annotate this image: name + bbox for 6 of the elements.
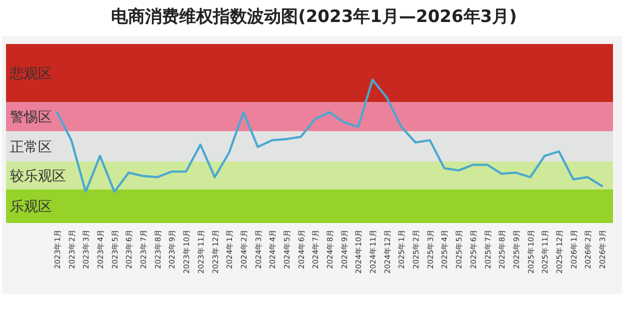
band-label: 乐观区 bbox=[10, 199, 52, 216]
band-label: 悲观区 bbox=[9, 66, 52, 82]
band-label: 正常区 bbox=[10, 139, 52, 156]
band-label: 较乐观区 bbox=[10, 168, 66, 184]
band-label: 警惕区 bbox=[10, 110, 52, 126]
chart-title: 电商消费维权指数波动图(2023年1月—2026年3月) bbox=[111, 7, 517, 27]
